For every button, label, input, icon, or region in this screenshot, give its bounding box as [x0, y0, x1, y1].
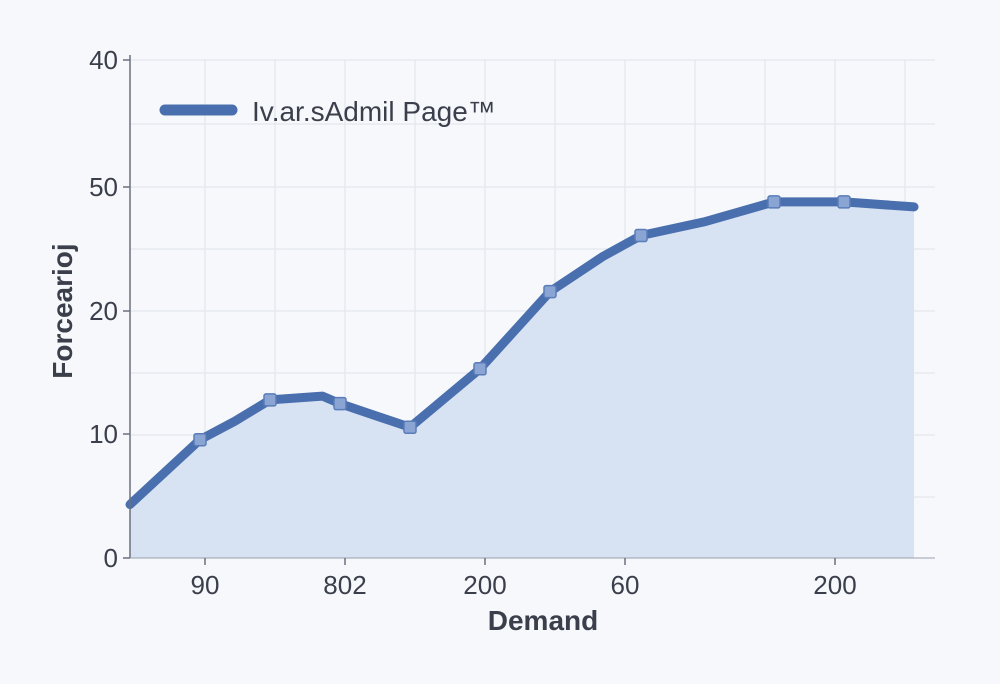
y-tick-label-0: 0 — [104, 543, 118, 573]
x-axis-ticks: 90 802 200 60 200 — [191, 558, 857, 600]
y-tick-label-4: 40 — [89, 45, 118, 75]
x-tick-label-1: 802 — [323, 570, 366, 600]
axes — [129, 55, 935, 559]
x-axis-title: Demand — [488, 605, 598, 636]
y-axis-ticks: 0 10 20 50 40 — [89, 45, 130, 573]
y-tick-label-1: 10 — [89, 419, 118, 449]
data-point-12 — [767, 195, 781, 209]
data-point-1 — [193, 432, 207, 447]
y-tick-label-2: 20 — [89, 296, 118, 326]
data-point-7 — [473, 362, 487, 376]
series-area — [130, 201, 914, 558]
x-tick-label-2: 200 — [463, 570, 506, 600]
data-point-3 — [263, 393, 277, 407]
data-point-10 — [634, 228, 648, 243]
x-tick-label-0: 90 — [191, 570, 220, 600]
data-point-8 — [543, 284, 557, 299]
y-axis-title: Forcearioj — [47, 243, 78, 378]
x-tick-label-3: 60 — [611, 570, 640, 600]
x-tick-label-4: 200 — [813, 570, 856, 600]
data-point-13 — [837, 195, 851, 209]
data-point-5 — [333, 396, 347, 411]
series-markers — [193, 195, 851, 447]
legend-label: Iv.ar.sAdmil Page™ — [252, 96, 496, 127]
y-tick-label-3: 50 — [89, 172, 118, 202]
data-point-6 — [403, 420, 417, 435]
legend: Iv.ar.sAdmil Page™ — [159, 96, 496, 127]
